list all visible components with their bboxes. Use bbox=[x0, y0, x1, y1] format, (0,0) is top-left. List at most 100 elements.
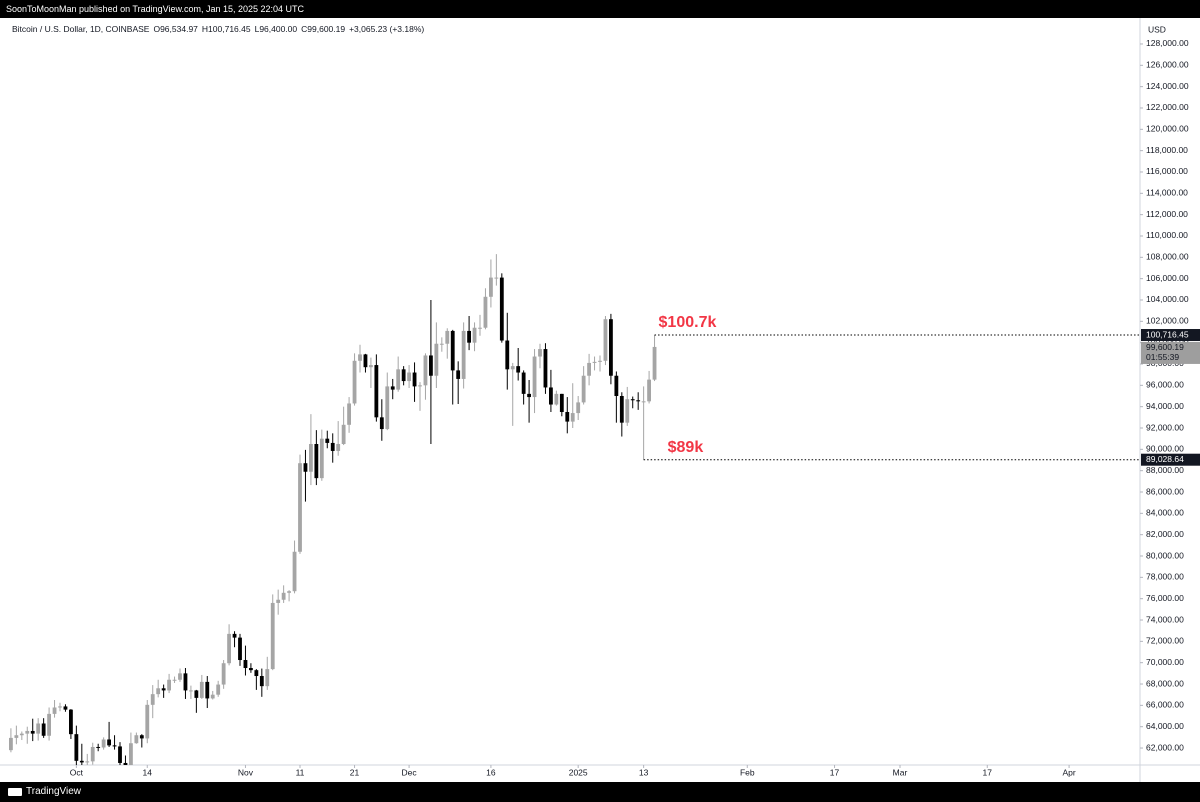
x-tick-label: 16 bbox=[486, 767, 496, 777]
candle-body bbox=[298, 463, 302, 552]
y-tick-label: 78,000.00 bbox=[1146, 572, 1184, 582]
candle-body bbox=[592, 361, 597, 363]
candle-body bbox=[358, 354, 362, 361]
candle-body bbox=[489, 277, 493, 297]
x-tick-label: Feb bbox=[740, 767, 755, 777]
y-tick-label: 74,000.00 bbox=[1146, 614, 1184, 624]
candle-body bbox=[478, 327, 482, 329]
candle-body bbox=[74, 734, 79, 761]
x-tick-label: 17 bbox=[830, 767, 840, 777]
candle-body bbox=[407, 372, 411, 382]
candle-body bbox=[429, 355, 433, 376]
y-tick-label: 88,000.00 bbox=[1146, 465, 1184, 475]
candle-body bbox=[461, 330, 466, 379]
y-tick-label: 84,000.00 bbox=[1146, 508, 1184, 518]
candle-body bbox=[249, 668, 253, 671]
candle-body bbox=[227, 633, 231, 664]
candle-body bbox=[565, 412, 570, 422]
y-tick-label: 122,000.00 bbox=[1146, 102, 1189, 112]
candle-body bbox=[259, 676, 264, 687]
y-tick-label: 124,000.00 bbox=[1146, 81, 1189, 91]
candle-body bbox=[505, 340, 510, 370]
price-tag-label: 89,028.64 bbox=[1146, 454, 1184, 464]
candle-body bbox=[292, 551, 297, 592]
candle-body bbox=[412, 372, 417, 387]
logo bbox=[8, 788, 22, 796]
candle-body bbox=[161, 688, 166, 691]
y-tick-label: 128,000.00 bbox=[1146, 38, 1189, 48]
y-tick-label: 70,000.00 bbox=[1146, 657, 1184, 667]
y-tick-label: 96,000.00 bbox=[1146, 380, 1184, 390]
candle-body bbox=[156, 688, 161, 695]
candle-body bbox=[390, 386, 395, 390]
candle-body bbox=[270, 602, 275, 670]
y-tick-label: 104,000.00 bbox=[1146, 294, 1189, 304]
candle-body bbox=[516, 366, 521, 373]
price-tag bbox=[1141, 453, 1200, 466]
candle-body bbox=[232, 633, 237, 638]
x-tick-label: Dec bbox=[402, 767, 418, 777]
candle-body bbox=[609, 319, 613, 376]
candle-body bbox=[36, 723, 41, 734]
candle-body bbox=[363, 354, 368, 368]
candle-body bbox=[172, 679, 177, 681]
candle-body bbox=[183, 673, 188, 691]
candle-body bbox=[374, 365, 379, 418]
candle-body bbox=[538, 349, 542, 357]
candle-body bbox=[652, 346, 657, 380]
candle-body bbox=[194, 690, 199, 698]
y-tick-label: 72,000.00 bbox=[1146, 636, 1184, 646]
y-tick-label: 112,000.00 bbox=[1146, 209, 1188, 219]
candle-body bbox=[418, 385, 422, 387]
candle-body bbox=[570, 413, 575, 422]
candle-body bbox=[423, 355, 428, 386]
candle-body bbox=[494, 277, 499, 279]
candle-body bbox=[9, 737, 13, 751]
brand: TradingView bbox=[26, 786, 82, 797]
candle-body bbox=[554, 393, 559, 405]
candle-body bbox=[205, 681, 210, 699]
candle-body bbox=[14, 735, 19, 738]
candle-body bbox=[287, 591, 291, 593]
candle-body bbox=[167, 679, 171, 691]
y-tick-label: 110,000.00 bbox=[1146, 230, 1188, 240]
candle-body bbox=[199, 681, 204, 698]
symbol-line: Bitcoin / U.S. Dollar, 1D, COINBASE O96,… bbox=[12, 24, 424, 34]
candle-body bbox=[63, 706, 68, 710]
candle-body bbox=[325, 438, 330, 443]
candle-body bbox=[532, 356, 537, 398]
candle-body bbox=[58, 706, 62, 708]
candle-body bbox=[178, 673, 182, 680]
y-tick-label: 68,000.00 bbox=[1146, 678, 1184, 688]
publish-bar: SoonToMoonMan published on TradingView.c… bbox=[0, 0, 1200, 18]
candle-body bbox=[636, 400, 641, 402]
price-tag-label: 100,716.45 bbox=[1146, 329, 1189, 339]
candle-body bbox=[216, 684, 221, 695]
candle-body bbox=[598, 360, 602, 362]
candle-body bbox=[369, 365, 373, 368]
x-tick-label: 11 bbox=[296, 767, 305, 777]
y-tick-label: 64,000.00 bbox=[1146, 721, 1184, 731]
candle-body bbox=[396, 369, 401, 390]
candle-body bbox=[139, 735, 144, 739]
x-tick-label: 17 bbox=[983, 767, 993, 777]
candle-body bbox=[79, 760, 84, 763]
candle-body bbox=[276, 599, 281, 603]
candle-body bbox=[543, 349, 548, 388]
candle-body bbox=[254, 670, 259, 677]
x-tick-label: 13 bbox=[639, 767, 649, 777]
x-tick-label: Mar bbox=[893, 767, 908, 777]
candle-body bbox=[96, 746, 101, 748]
candle-body bbox=[330, 442, 335, 451]
candle-body bbox=[243, 660, 248, 669]
candle-body bbox=[341, 424, 346, 445]
y-tick-label: 80,000.00 bbox=[1146, 550, 1184, 560]
level-annotation: $100.7k bbox=[659, 314, 717, 331]
ohlc: O96,534.97 bbox=[153, 24, 198, 34]
candle-body bbox=[510, 366, 515, 370]
candle-body bbox=[559, 393, 564, 413]
candles bbox=[9, 254, 657, 765]
candle-body bbox=[90, 746, 95, 762]
y-tick-label: 62,000.00 bbox=[1146, 742, 1184, 752]
